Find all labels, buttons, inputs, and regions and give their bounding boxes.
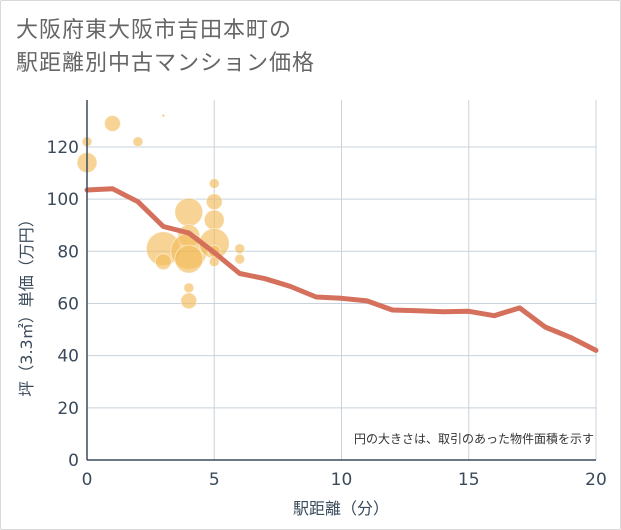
- bubble-point: [203, 209, 225, 231]
- chart-title-line2: 駅距離別中古マンション価格: [16, 51, 316, 76]
- bubble-point: [154, 253, 172, 271]
- x-tick-label: 20: [585, 470, 607, 490]
- bubble-point: [205, 193, 223, 211]
- bubble-point: [103, 114, 121, 132]
- axes: [86, 100, 596, 461]
- x-tick-label: 10: [331, 470, 353, 490]
- bubble-point: [161, 113, 166, 118]
- y-tick-label: 120: [47, 138, 79, 158]
- y-tick-label: 80: [57, 242, 79, 262]
- y-tick-labels: 0 20 40 60 80 100 120: [47, 138, 79, 471]
- bubble-point: [183, 282, 195, 294]
- x-tick-label: 15: [458, 470, 480, 490]
- x-tick-label: 5: [209, 470, 220, 490]
- x-axis-label: 駅距離（分）: [293, 499, 389, 518]
- chart-title: 大阪府東大阪市吉田本町の 駅距離別中古マンション価格: [16, 14, 315, 80]
- y-tick-label: 100: [47, 190, 79, 210]
- y-tick-label: 0: [68, 451, 79, 471]
- size-note: 円の大きさは、取引のあった物件面積を示す: [354, 431, 594, 446]
- y-tick-label: 60: [57, 294, 79, 314]
- y-tick-label: 20: [57, 399, 79, 419]
- bubble-point: [132, 136, 144, 148]
- bubble-point: [234, 253, 246, 265]
- bubble-point: [174, 197, 204, 227]
- bubble-point: [234, 243, 246, 255]
- bubble-point: [208, 177, 220, 189]
- x-tick-label: 0: [82, 470, 93, 490]
- bubble-point: [180, 292, 198, 310]
- price-line: [84, 186, 599, 353]
- bubble-series: [76, 113, 246, 310]
- chart-title-line1: 大阪府東大阪市吉田本町の: [16, 18, 293, 43]
- y-tick-label: 40: [57, 347, 79, 367]
- x-tick-labels: 0 5 10 15 20: [82, 470, 607, 490]
- bubble-point: [208, 256, 220, 268]
- grid-lines: [87, 100, 597, 460]
- bubble-point: [174, 244, 204, 274]
- y-axis-label: 坪（3.3㎡）単価（万円）: [17, 211, 36, 396]
